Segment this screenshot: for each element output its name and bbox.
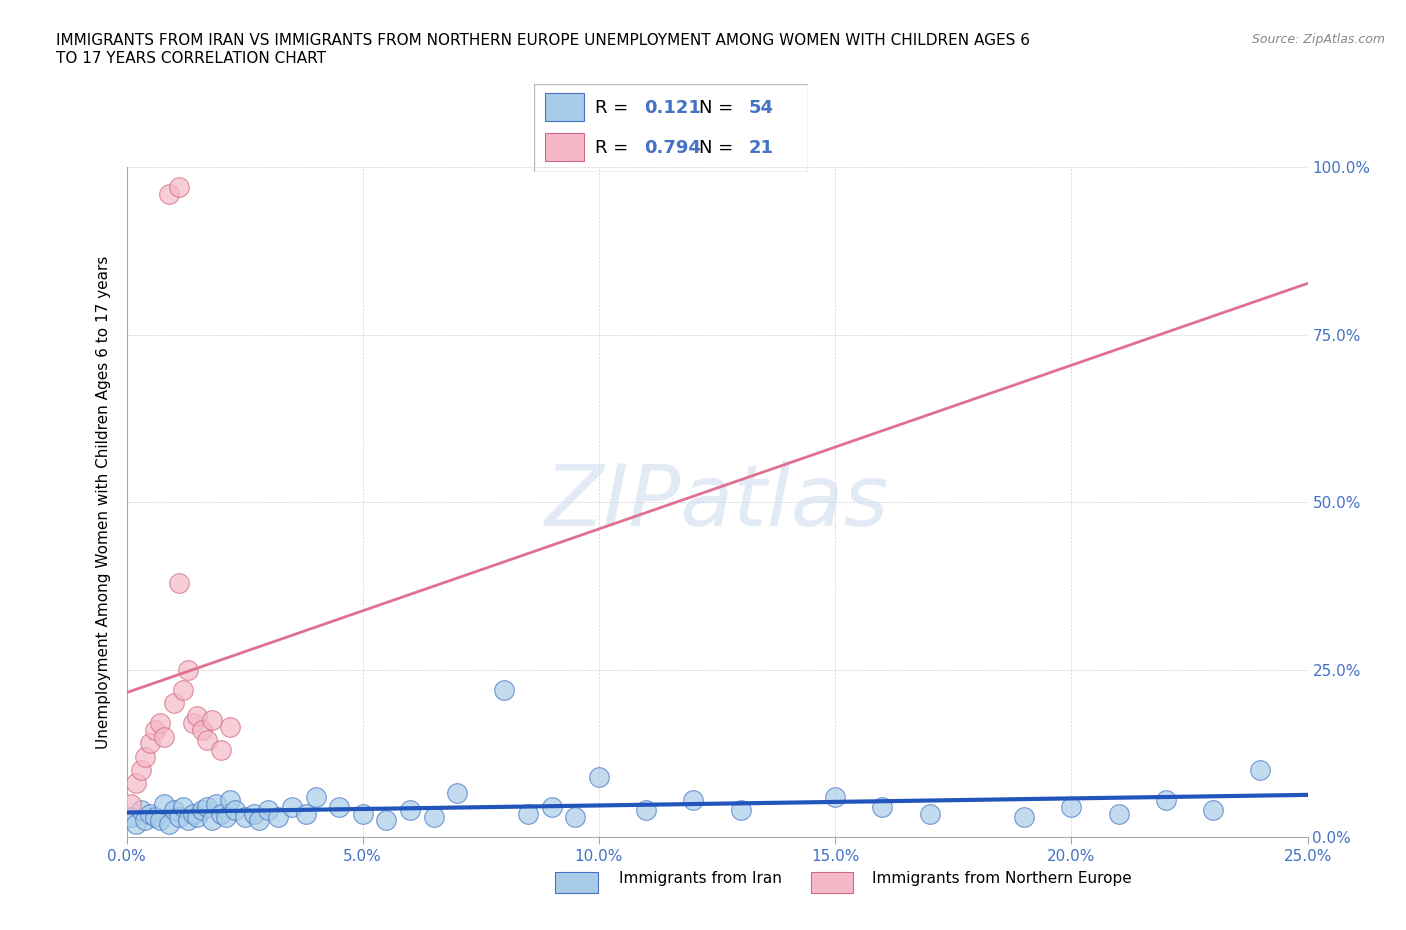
Point: [494, 683, 516, 698]
Point: [205, 796, 228, 811]
Point: [636, 803, 658, 817]
Point: [149, 716, 172, 731]
Point: [120, 809, 142, 824]
Text: Source: ZipAtlas.com: Source: ZipAtlas.com: [1251, 33, 1385, 46]
Point: [157, 187, 180, 202]
Point: [1154, 792, 1177, 807]
Point: [120, 796, 142, 811]
Point: [304, 790, 326, 804]
Text: IMMIGRANTS FROM IRAN VS IMMIGRANTS FROM NORTHERN EUROPE UNEMPLOYMENT AMONG WOMEN: IMMIGRANTS FROM IRAN VS IMMIGRANTS FROM …: [56, 33, 1031, 47]
Point: [186, 809, 208, 824]
Point: [125, 817, 148, 831]
Point: [446, 786, 468, 801]
Point: [181, 806, 204, 821]
Point: [1012, 809, 1035, 824]
Point: [399, 803, 422, 817]
Point: [191, 803, 214, 817]
Point: [247, 813, 270, 828]
Point: [181, 716, 204, 731]
Point: [134, 813, 156, 828]
Point: [191, 723, 214, 737]
Point: [125, 776, 148, 790]
Point: [267, 809, 290, 824]
Point: [143, 723, 166, 737]
Point: [243, 806, 266, 821]
Point: [517, 806, 540, 821]
Point: [328, 800, 350, 815]
Point: [824, 790, 846, 804]
Point: [219, 719, 242, 734]
Point: [1202, 803, 1225, 817]
Point: [172, 683, 194, 698]
Point: [1060, 800, 1083, 815]
Point: [257, 803, 280, 817]
Point: [149, 813, 172, 828]
Point: [872, 800, 894, 815]
Text: 0.794: 0.794: [644, 140, 700, 157]
Point: [682, 792, 704, 807]
Point: [129, 763, 152, 777]
Point: [730, 803, 752, 817]
Point: [295, 806, 318, 821]
Point: [1108, 806, 1130, 821]
Point: [172, 800, 194, 815]
Point: [352, 806, 374, 821]
Text: Immigrants from Northern Europe: Immigrants from Northern Europe: [872, 871, 1132, 886]
Text: 21: 21: [748, 140, 773, 157]
Point: [167, 180, 190, 195]
Point: [153, 796, 176, 811]
Point: [918, 806, 941, 821]
Text: R =: R =: [595, 99, 628, 116]
Text: Immigrants from Iran: Immigrants from Iran: [619, 871, 782, 886]
Text: 0.121: 0.121: [644, 99, 700, 116]
Point: [163, 803, 186, 817]
Point: [588, 769, 610, 784]
FancyBboxPatch shape: [546, 133, 583, 162]
Point: [1249, 763, 1271, 777]
Point: [200, 712, 222, 727]
Point: [163, 696, 186, 711]
Point: [143, 809, 166, 824]
Point: [129, 803, 152, 817]
Text: N =: N =: [699, 99, 733, 116]
Point: [177, 662, 200, 677]
Text: N =: N =: [699, 140, 733, 157]
Text: R =: R =: [595, 140, 628, 157]
Point: [281, 800, 304, 815]
Point: [139, 806, 162, 821]
Text: ZIPatlas: ZIPatlas: [546, 460, 889, 544]
Point: [219, 792, 242, 807]
Text: 54: 54: [748, 99, 773, 116]
Point: [209, 742, 232, 757]
Point: [177, 813, 200, 828]
Point: [139, 736, 162, 751]
Point: [134, 750, 156, 764]
Y-axis label: Unemployment Among Women with Children Ages 6 to 17 years: Unemployment Among Women with Children A…: [96, 256, 111, 749]
Point: [153, 729, 176, 744]
Point: [422, 809, 444, 824]
Point: [224, 803, 246, 817]
Point: [186, 709, 208, 724]
Point: [167, 575, 190, 590]
Point: [167, 809, 190, 824]
Point: [233, 809, 256, 824]
FancyBboxPatch shape: [546, 93, 583, 121]
Point: [540, 800, 562, 815]
Point: [564, 809, 586, 824]
Point: [195, 733, 218, 748]
Point: [157, 817, 180, 831]
Point: [375, 813, 398, 828]
Point: [200, 813, 222, 828]
Point: [209, 806, 232, 821]
Point: [215, 809, 238, 824]
Text: TO 17 YEARS CORRELATION CHART: TO 17 YEARS CORRELATION CHART: [56, 51, 326, 66]
Point: [195, 800, 218, 815]
